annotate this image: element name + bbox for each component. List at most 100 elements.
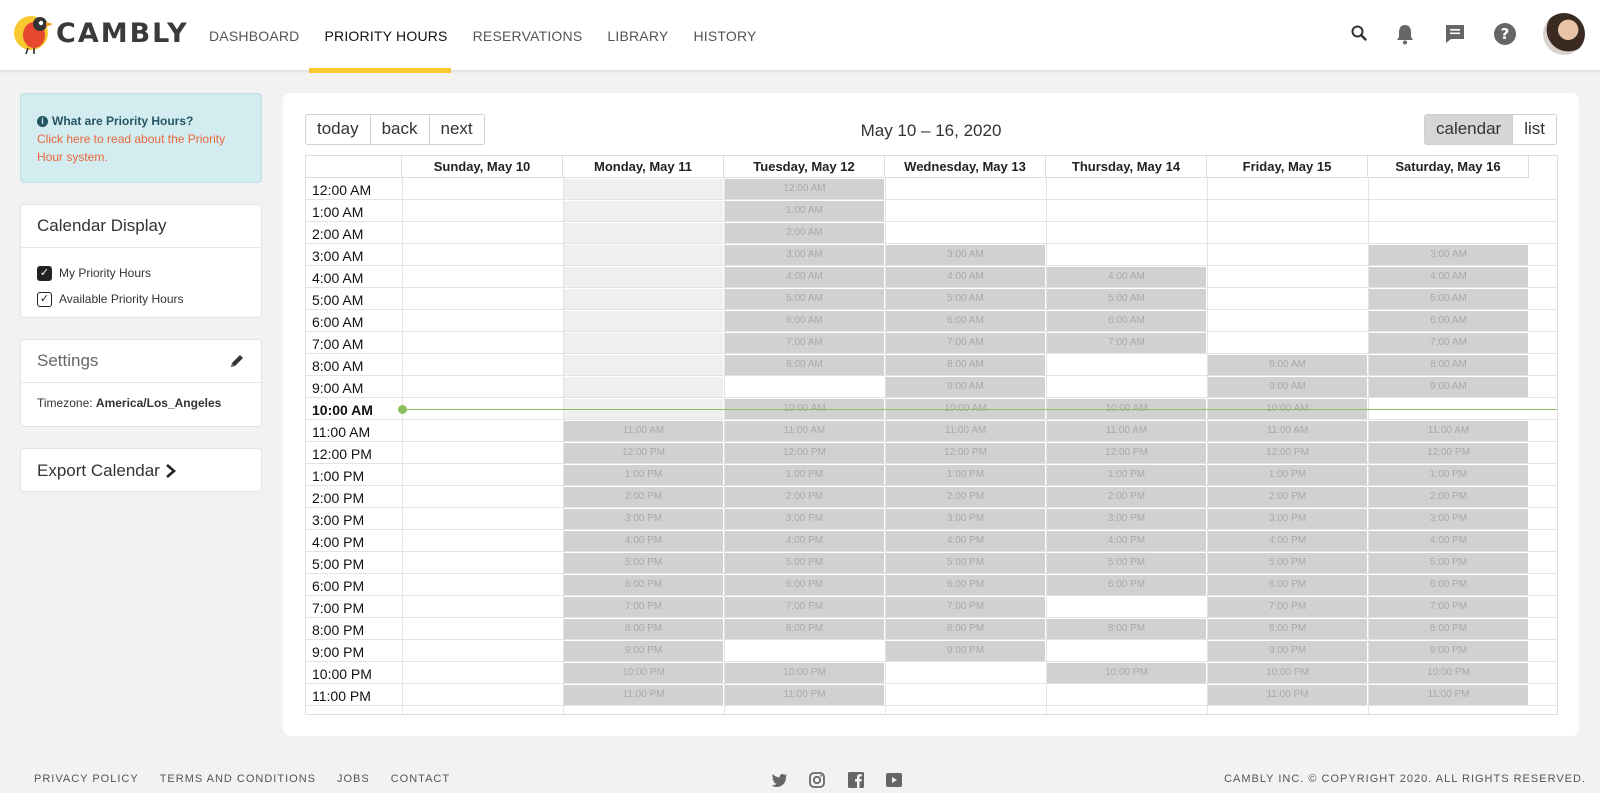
day-header[interactable]: Thursday, May 14 <box>1046 156 1207 178</box>
priority-hour-slot[interactable]: 12:00 PM <box>564 443 723 463</box>
priority-hour-slot[interactable]: 11:00 PM <box>1208 685 1367 705</box>
export-calendar-label[interactable]: Export Calendar <box>37 460 160 480</box>
priority-hour-slot[interactable]: 6:00 AM <box>886 311 1045 331</box>
help-icon[interactable]: ? <box>1493 22 1517 46</box>
cambly-logo[interactable]: CAMBLY <box>12 10 189 56</box>
priority-hour-slot[interactable]: 9:00 PM <box>1369 641 1528 661</box>
bell-icon[interactable] <box>1393 22 1417 46</box>
my-priority-hours-option[interactable]: ✓ My Priority Hours <box>37 260 245 286</box>
priority-hour-slot[interactable]: 6:00 AM <box>1369 311 1528 331</box>
priority-hour-slot[interactable]: 2:00 PM <box>564 487 723 507</box>
priority-hour-slot[interactable]: 5:00 AM <box>725 289 884 309</box>
priority-hour-slot[interactable]: 3:00 PM <box>564 509 723 529</box>
priority-hour-slot[interactable]: 12:00 AM <box>725 179 884 199</box>
priority-hour-slot[interactable]: 7:00 AM <box>886 333 1045 353</box>
priority-hour-slot[interactable]: 3:00 PM <box>1208 509 1367 529</box>
priority-hour-slot[interactable]: 5:00 PM <box>1047 553 1206 573</box>
priority-hour-slot[interactable]: 12:00 PM <box>725 443 884 463</box>
priority-hour-slot[interactable]: 8:00 PM <box>1369 619 1528 639</box>
privacy-policy-link[interactable]: PRIVACY POLICY <box>34 773 139 785</box>
my-priority-hours-checkbox[interactable]: ✓ <box>37 265 52 281</box>
contact-link[interactable]: CONTACT <box>390 773 451 785</box>
nav-library[interactable]: LIBRARY <box>607 28 669 44</box>
priority-hour-slot[interactable]: 5:00 PM <box>1208 553 1367 573</box>
priority-hour-slot[interactable]: 5:00 PM <box>725 553 884 573</box>
priority-hour-slot[interactable]: 11:00 PM <box>564 685 723 705</box>
priority-hour-slot[interactable]: 10:00 PM <box>1369 663 1528 683</box>
priority-hour-slot[interactable]: 6:00 PM <box>725 575 884 595</box>
priority-hour-slot[interactable]: 2:00 PM <box>886 487 1045 507</box>
priority-hour-slot[interactable]: 9:00 PM <box>564 641 723 661</box>
day-header[interactable]: Saturday, May 16 <box>1368 156 1529 178</box>
priority-hour-slot[interactable]: 9:00 PM <box>1208 641 1367 661</box>
day-header[interactable]: Friday, May 15 <box>1207 156 1368 178</box>
priority-hour-slot[interactable]: 3:00 AM <box>725 245 884 265</box>
priority-hour-slot[interactable]: 5:00 PM <box>1369 553 1528 573</box>
priority-hour-slot[interactable]: 4:00 PM <box>1047 531 1206 551</box>
priority-hour-slot[interactable]: 8:00 PM <box>1208 619 1367 639</box>
priority-hour-slot[interactable]: 7:00 AM <box>725 333 884 353</box>
priority-hour-slot[interactable]: 10:00 PM <box>1208 663 1367 683</box>
priority-hour-slot[interactable]: 3:00 PM <box>1047 509 1206 529</box>
priority-hour-slot[interactable]: 12:00 PM <box>1208 443 1367 463</box>
priority-hour-slot[interactable]: 3:00 AM <box>1369 245 1528 265</box>
priority-hour-slot[interactable]: 6:00 PM <box>886 575 1045 595</box>
priority-hour-slot[interactable]: 11:00 AM <box>1047 421 1206 441</box>
priority-hour-slot[interactable]: 11:00 AM <box>564 421 723 441</box>
priority-hour-slot[interactable]: 2:00 PM <box>725 487 884 507</box>
day-header[interactable]: Monday, May 11 <box>563 156 724 178</box>
priority-hour-slot[interactable]: 12:00 PM <box>886 443 1045 463</box>
twitter-icon[interactable] <box>770 771 788 789</box>
search-icon[interactable] <box>1350 24 1368 42</box>
priority-hour-slot[interactable]: 1:00 PM <box>1208 465 1367 485</box>
priority-hour-slot[interactable]: 12:00 PM <box>1047 443 1206 463</box>
list-view-button[interactable]: list <box>1524 119 1545 138</box>
priority-hour-slot[interactable]: 7:00 PM <box>564 597 723 617</box>
priority-hour-slot[interactable]: 4:00 PM <box>564 531 723 551</box>
chat-icon[interactable] <box>1443 22 1467 46</box>
nav-dashboard[interactable]: DASHBOARD <box>209 28 300 44</box>
info-read-more-link[interactable]: Click here to read about the Priority Ho… <box>37 132 226 164</box>
priority-hour-slot[interactable]: 8:00 AM <box>886 355 1045 375</box>
priority-hour-slot[interactable]: 10:00 PM <box>1047 663 1206 683</box>
nav-priority-hours[interactable]: PRIORITY HOURS <box>324 28 448 44</box>
day-header[interactable]: Tuesday, May 12 <box>724 156 885 178</box>
priority-hour-slot[interactable]: 11:00 AM <box>725 421 884 441</box>
priority-hour-slot[interactable]: 6:00 AM <box>1047 311 1206 331</box>
calendar-view-button[interactable]: calendar <box>1425 115 1514 144</box>
priority-hour-slot[interactable]: 7:00 AM <box>1369 333 1528 353</box>
priority-hour-slot[interactable]: 1:00 PM <box>1369 465 1528 485</box>
facebook-icon[interactable] <box>847 771 865 789</box>
priority-hour-slot[interactable]: 6:00 PM <box>1047 575 1206 595</box>
priority-hour-slot[interactable]: 11:00 AM <box>1369 421 1528 441</box>
nav-reservations[interactable]: RESERVATIONS <box>472 28 583 44</box>
priority-hour-slot[interactable]: 1:00 PM <box>886 465 1045 485</box>
jobs-link[interactable]: JOBS <box>336 773 370 785</box>
priority-hour-slot[interactable]: 7:00 PM <box>725 597 884 617</box>
priority-hour-slot[interactable]: 8:00 AM <box>1208 355 1367 375</box>
next-button[interactable]: next <box>440 119 473 138</box>
priority-hour-slot[interactable]: 7:00 AM <box>1047 333 1206 353</box>
export-calendar-card[interactable]: Export Calendar <box>20 448 262 492</box>
priority-hour-slot[interactable]: 4:00 AM <box>725 267 884 287</box>
priority-hour-slot[interactable]: 4:00 AM <box>886 267 1045 287</box>
priority-hour-slot[interactable]: 4:00 PM <box>1208 531 1367 551</box>
instagram-icon[interactable] <box>808 771 826 789</box>
back-button[interactable]: back <box>371 115 430 144</box>
priority-hour-slot[interactable]: 6:00 PM <box>1208 575 1367 595</box>
priority-hour-slot[interactable]: 2:00 AM <box>725 223 884 243</box>
priority-hour-slot[interactable]: 4:00 PM <box>886 531 1045 551</box>
priority-hour-slot[interactable]: 3:00 PM <box>725 509 884 529</box>
priority-hour-slot[interactable]: 4:00 PM <box>725 531 884 551</box>
priority-hour-slot[interactable]: 4:00 AM <box>1369 267 1528 287</box>
priority-hour-slot[interactable]: 11:00 PM <box>1369 685 1528 705</box>
day-header[interactable]: Sunday, May 10 <box>402 156 563 178</box>
priority-hour-slot[interactable]: 12:00 PM <box>1369 443 1528 463</box>
priority-hour-slot[interactable]: 8:00 PM <box>564 619 723 639</box>
user-avatar[interactable] <box>1543 13 1585 55</box>
priority-hour-slot[interactable]: 1:00 PM <box>1047 465 1206 485</box>
priority-hour-slot[interactable]: 6:00 PM <box>564 575 723 595</box>
priority-hour-slot[interactable]: 8:00 PM <box>886 619 1045 639</box>
priority-hour-slot[interactable]: 3:00 PM <box>1369 509 1528 529</box>
priority-hour-slot[interactable]: 7:00 PM <box>1369 597 1528 617</box>
